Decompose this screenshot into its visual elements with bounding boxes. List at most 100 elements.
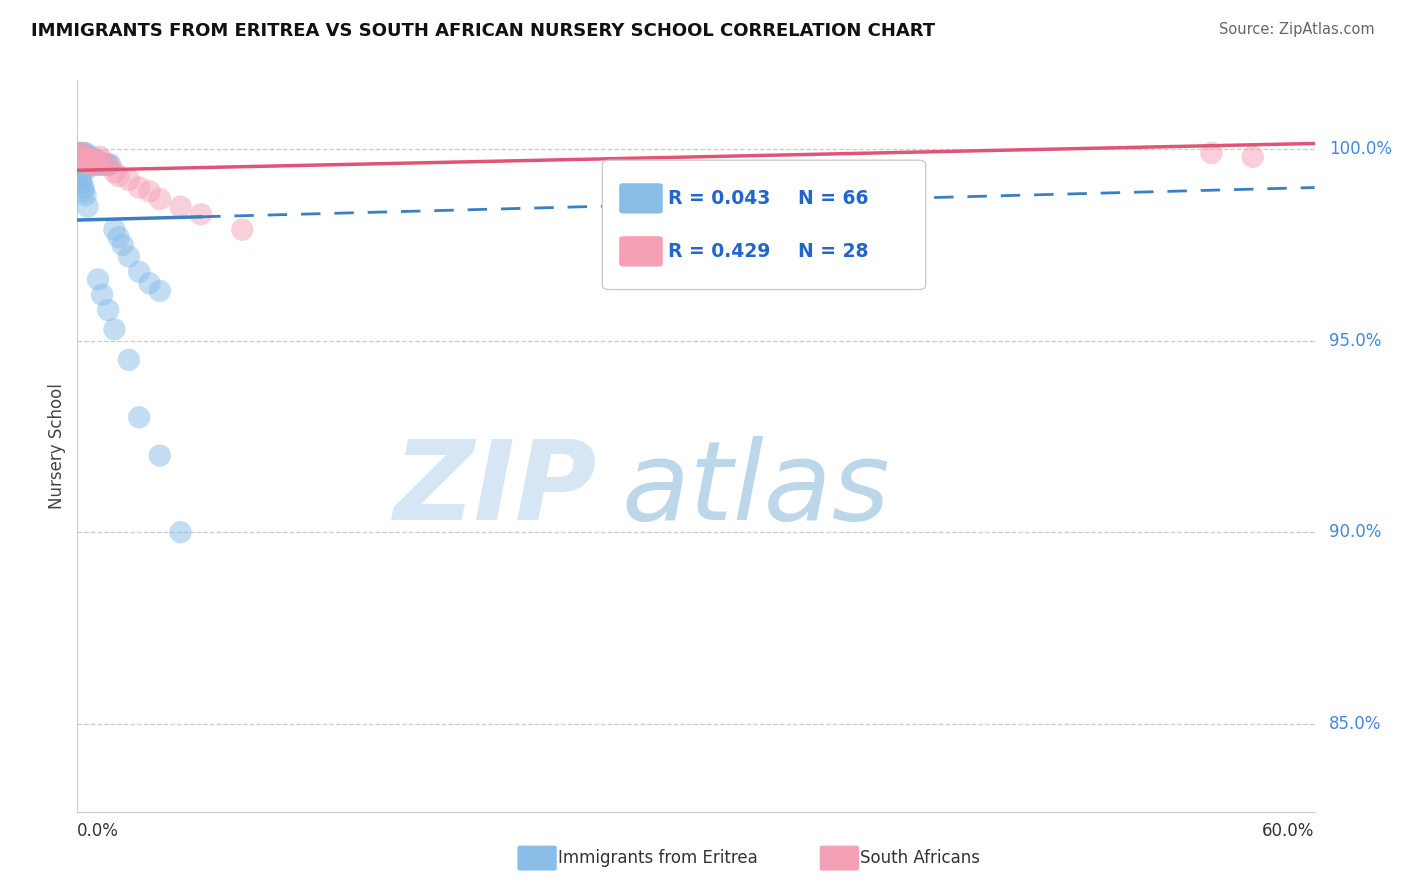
Point	[91, 153, 114, 168]
Text: ZIP: ZIP	[394, 436, 598, 543]
Point	[87, 153, 110, 168]
Point	[67, 146, 90, 161]
Point	[118, 173, 141, 187]
Point	[149, 192, 172, 206]
Text: Source: ZipAtlas.com: Source: ZipAtlas.com	[1219, 22, 1375, 37]
Point	[91, 157, 114, 171]
Point	[91, 287, 114, 301]
Text: atlas: atlas	[621, 436, 890, 543]
Point	[138, 185, 160, 199]
Point	[169, 200, 191, 214]
Point	[107, 169, 129, 183]
Text: IMMIGRANTS FROM ERITREA VS SOUTH AFRICAN NURSERY SCHOOL CORRELATION CHART: IMMIGRANTS FROM ERITREA VS SOUTH AFRICAN…	[31, 22, 935, 40]
Point	[76, 157, 98, 171]
Text: R = 0.043: R = 0.043	[668, 189, 770, 208]
Point	[72, 146, 94, 161]
Point	[70, 177, 93, 191]
Point	[72, 150, 94, 164]
Text: Immigrants from Eritrea: Immigrants from Eritrea	[558, 849, 758, 867]
Point	[72, 150, 94, 164]
Y-axis label: Nursery School: Nursery School	[48, 383, 66, 509]
Point	[72, 153, 94, 168]
Point	[70, 153, 93, 168]
Point	[70, 146, 93, 161]
Point	[76, 157, 98, 171]
Text: 60.0%: 60.0%	[1263, 822, 1315, 840]
Text: N = 66: N = 66	[797, 189, 869, 208]
Text: N = 28: N = 28	[797, 242, 869, 260]
Point	[79, 150, 101, 164]
Point	[79, 153, 101, 168]
Point	[72, 161, 94, 176]
Point	[67, 153, 90, 168]
Point	[80, 150, 103, 164]
Point	[67, 150, 90, 164]
Point	[72, 153, 94, 168]
Point	[97, 157, 120, 171]
Point	[169, 525, 191, 540]
Point	[111, 238, 134, 252]
Text: 85.0%: 85.0%	[1329, 714, 1381, 732]
Text: South Africans: South Africans	[860, 849, 980, 867]
Point	[138, 277, 160, 291]
Point	[118, 352, 141, 367]
Point	[72, 153, 94, 168]
Point	[75, 150, 97, 164]
Point	[190, 207, 212, 221]
Point	[89, 157, 111, 171]
Point	[70, 150, 93, 164]
Point	[84, 153, 107, 168]
Point	[75, 157, 97, 171]
Point	[93, 157, 115, 171]
Point	[84, 153, 107, 168]
Point	[97, 157, 120, 171]
Point	[103, 222, 125, 236]
Text: 0.0%: 0.0%	[77, 822, 120, 840]
Point	[75, 153, 97, 168]
Point	[89, 150, 111, 164]
Point	[87, 272, 110, 286]
Point	[75, 150, 97, 164]
Point	[118, 249, 141, 263]
Point	[98, 157, 121, 171]
Point	[128, 410, 150, 425]
Point	[75, 153, 97, 168]
Point	[76, 200, 98, 214]
Point	[70, 150, 93, 164]
Point	[72, 185, 94, 199]
Point	[70, 157, 93, 171]
Point	[107, 230, 129, 244]
Point	[80, 153, 103, 168]
Point	[1201, 146, 1223, 161]
Point	[1241, 150, 1264, 164]
Point	[70, 146, 93, 161]
Point	[87, 157, 110, 171]
Point	[149, 449, 172, 463]
Point	[67, 169, 90, 183]
Point	[103, 165, 125, 179]
Point	[75, 146, 97, 161]
Point	[67, 146, 90, 161]
Point	[70, 153, 93, 168]
Point	[76, 153, 98, 168]
Point	[149, 284, 172, 298]
Point	[80, 153, 103, 168]
Point	[76, 161, 98, 176]
Point	[80, 157, 103, 171]
Point	[128, 180, 150, 194]
Point	[70, 150, 93, 164]
Point	[84, 157, 107, 171]
Point	[72, 157, 94, 171]
Point	[76, 150, 98, 164]
Point	[87, 157, 110, 171]
Point	[75, 188, 97, 202]
Point	[231, 222, 253, 236]
Point	[70, 173, 93, 187]
Point	[79, 153, 101, 168]
Point	[67, 165, 90, 179]
Point	[96, 157, 118, 171]
Point	[83, 157, 105, 171]
Text: R = 0.429: R = 0.429	[668, 242, 770, 260]
Point	[103, 322, 125, 336]
Point	[79, 157, 101, 171]
